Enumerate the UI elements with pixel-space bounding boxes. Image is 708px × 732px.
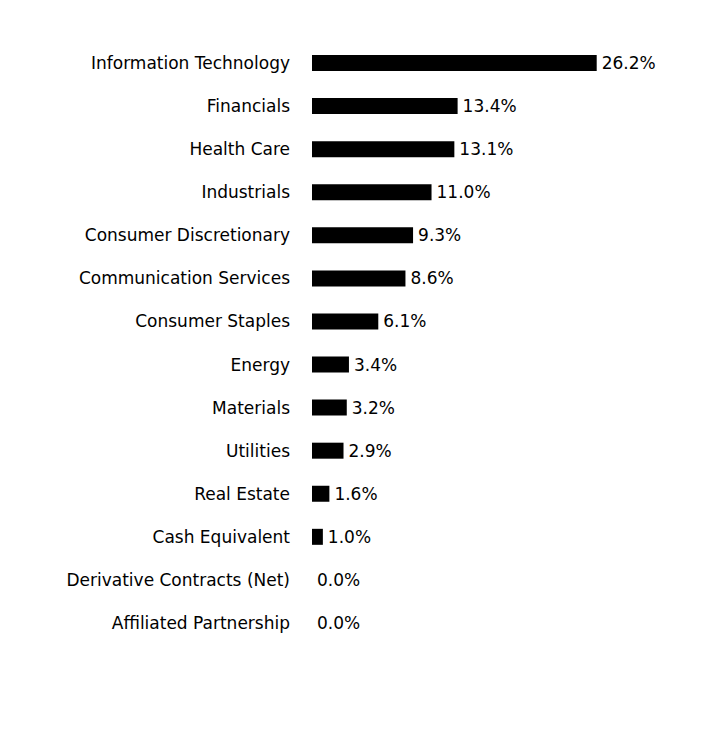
svg-text:13.1%: 13.1% bbox=[459, 139, 513, 159]
svg-text:Information Technology: Information Technology bbox=[91, 53, 290, 73]
svg-text:Affiliated Partnership: Affiliated Partnership bbox=[112, 613, 290, 633]
svg-text:Communication Services: Communication Services bbox=[79, 268, 290, 288]
svg-text:Energy: Energy bbox=[230, 355, 290, 375]
svg-text:0.0%: 0.0% bbox=[317, 613, 360, 633]
svg-text:Real Estate: Real Estate bbox=[194, 484, 290, 504]
svg-text:Derivative Contracts (Net): Derivative Contracts (Net) bbox=[66, 570, 290, 590]
svg-text:11.0%: 11.0% bbox=[437, 182, 491, 202]
svg-text:Cash Equivalent: Cash Equivalent bbox=[153, 527, 291, 547]
svg-text:26.2%: 26.2% bbox=[602, 53, 656, 73]
svg-text:Utilities: Utilities bbox=[226, 441, 290, 461]
svg-text:Consumer Discretionary: Consumer Discretionary bbox=[85, 225, 290, 245]
svg-text:0.0%: 0.0% bbox=[317, 570, 360, 590]
svg-text:9.3%: 9.3% bbox=[418, 225, 461, 245]
svg-text:Industrials: Industrials bbox=[201, 182, 290, 202]
svg-text:2.9%: 2.9% bbox=[349, 441, 392, 461]
svg-text:Financials: Financials bbox=[207, 96, 290, 116]
svg-text:3.4%: 3.4% bbox=[354, 355, 397, 375]
svg-text:1.6%: 1.6% bbox=[334, 484, 377, 504]
svg-text:6.1%: 6.1% bbox=[383, 311, 426, 331]
svg-text:Materials: Materials bbox=[212, 398, 290, 418]
svg-text:3.2%: 3.2% bbox=[352, 398, 395, 418]
svg-text:13.4%: 13.4% bbox=[463, 96, 517, 116]
svg-text:8.6%: 8.6% bbox=[410, 268, 453, 288]
svg-text:Consumer Staples: Consumer Staples bbox=[135, 311, 290, 331]
svg-text:Health Care: Health Care bbox=[189, 139, 290, 159]
svg-text:1.0%: 1.0% bbox=[328, 527, 371, 547]
